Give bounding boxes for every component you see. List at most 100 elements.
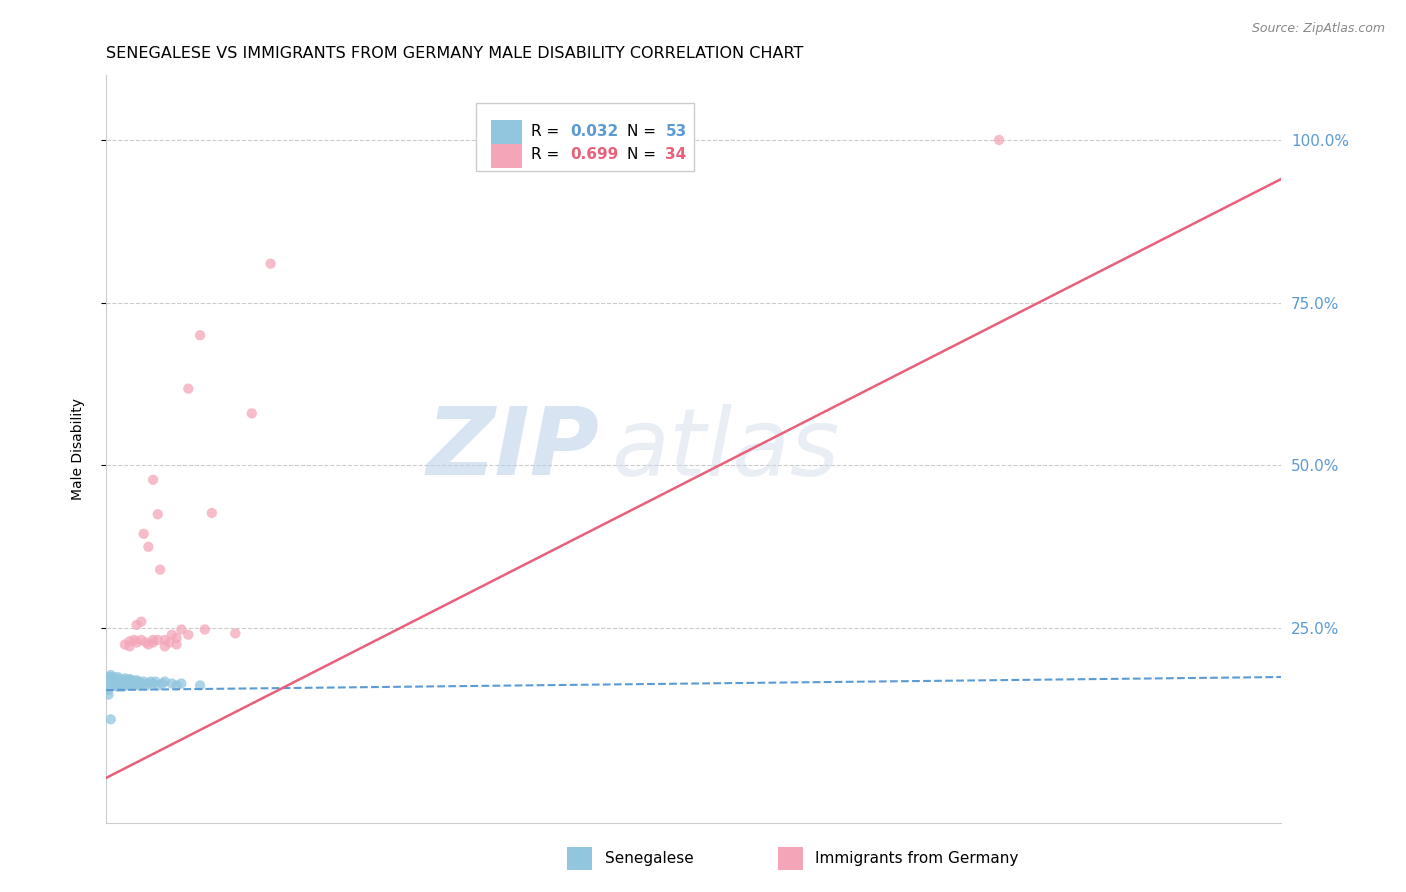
Point — [139, 674, 162, 689]
Point — [118, 675, 141, 690]
Text: Immigrants from Germany: Immigrants from Germany — [815, 851, 1019, 865]
Point — [118, 672, 141, 686]
Text: 0.699: 0.699 — [571, 147, 619, 162]
Point — [152, 676, 174, 690]
Text: ZIP: ZIP — [426, 403, 599, 495]
Point — [138, 637, 160, 651]
Text: N =: N = — [627, 123, 661, 138]
Point — [125, 676, 148, 690]
Point — [104, 672, 127, 686]
Point — [97, 680, 120, 694]
Point — [108, 678, 131, 692]
Y-axis label: Male Disability: Male Disability — [72, 398, 86, 500]
Point — [132, 674, 155, 689]
Point — [132, 526, 155, 541]
Point — [125, 635, 148, 649]
Point — [170, 623, 193, 637]
Point — [142, 473, 165, 487]
Point — [153, 640, 176, 654]
Point — [111, 680, 134, 694]
Point — [160, 628, 183, 642]
Point — [101, 673, 124, 688]
Point — [131, 676, 153, 690]
Text: Senegalese: Senegalese — [605, 851, 693, 865]
Point — [128, 674, 150, 689]
FancyBboxPatch shape — [492, 144, 522, 169]
Point — [224, 626, 246, 640]
Point — [146, 678, 169, 692]
Text: atlas: atlas — [612, 404, 839, 495]
Point — [101, 670, 124, 684]
Point — [145, 674, 167, 689]
Point — [100, 674, 122, 689]
Point — [131, 632, 153, 647]
Point — [142, 632, 165, 647]
Point — [121, 673, 143, 688]
Text: SENEGALESE VS IMMIGRANTS FROM GERMANY MALE DISABILITY CORRELATION CHART: SENEGALESE VS IMMIGRANTS FROM GERMANY MA… — [105, 46, 803, 62]
Point — [115, 676, 138, 690]
Text: 0.032: 0.032 — [571, 123, 619, 138]
Point — [111, 676, 134, 690]
Point — [114, 674, 136, 689]
Point — [101, 676, 124, 690]
Point — [170, 676, 193, 690]
Point — [142, 635, 165, 649]
Point — [111, 673, 134, 688]
Point — [188, 328, 211, 343]
FancyBboxPatch shape — [492, 120, 522, 145]
Point — [166, 678, 188, 692]
Point — [118, 678, 141, 692]
Text: 53: 53 — [665, 123, 686, 138]
Point — [124, 674, 146, 689]
Point — [142, 676, 165, 690]
Text: R =: R = — [531, 123, 565, 138]
Point — [135, 635, 157, 649]
Point — [194, 623, 217, 637]
Point — [97, 683, 120, 698]
Point — [115, 673, 138, 688]
Point — [177, 628, 200, 642]
Point — [188, 678, 211, 692]
Point — [160, 676, 183, 690]
Point — [124, 632, 146, 647]
Point — [146, 508, 169, 522]
Point — [107, 673, 129, 688]
Text: 34: 34 — [665, 147, 686, 162]
Point — [107, 670, 129, 684]
Point — [97, 670, 120, 684]
Point — [114, 671, 136, 685]
FancyBboxPatch shape — [477, 103, 693, 170]
Point — [118, 640, 141, 654]
Point — [177, 382, 200, 396]
Point — [131, 615, 153, 629]
Point — [100, 712, 122, 726]
Point — [135, 678, 157, 692]
Point — [240, 406, 263, 420]
Point — [104, 674, 127, 689]
Point — [128, 678, 150, 692]
Point — [988, 133, 1011, 147]
Point — [107, 680, 129, 694]
Point — [114, 678, 136, 692]
Point — [121, 676, 143, 690]
Point — [166, 631, 188, 645]
Point — [201, 506, 224, 520]
Point — [100, 668, 122, 682]
Point — [108, 672, 131, 686]
Point — [153, 632, 176, 647]
Point — [138, 540, 160, 554]
Point — [118, 634, 141, 648]
Point — [104, 678, 127, 692]
Point — [166, 637, 188, 651]
Point — [97, 688, 120, 702]
Point — [149, 563, 172, 577]
Point — [159, 635, 181, 649]
Point — [125, 618, 148, 632]
Text: N =: N = — [627, 147, 661, 162]
Point — [108, 675, 131, 690]
Text: Source: ZipAtlas.com: Source: ZipAtlas.com — [1251, 22, 1385, 36]
Point — [107, 676, 129, 690]
Point — [124, 678, 146, 692]
Text: R =: R = — [531, 147, 565, 162]
Point — [259, 257, 281, 271]
